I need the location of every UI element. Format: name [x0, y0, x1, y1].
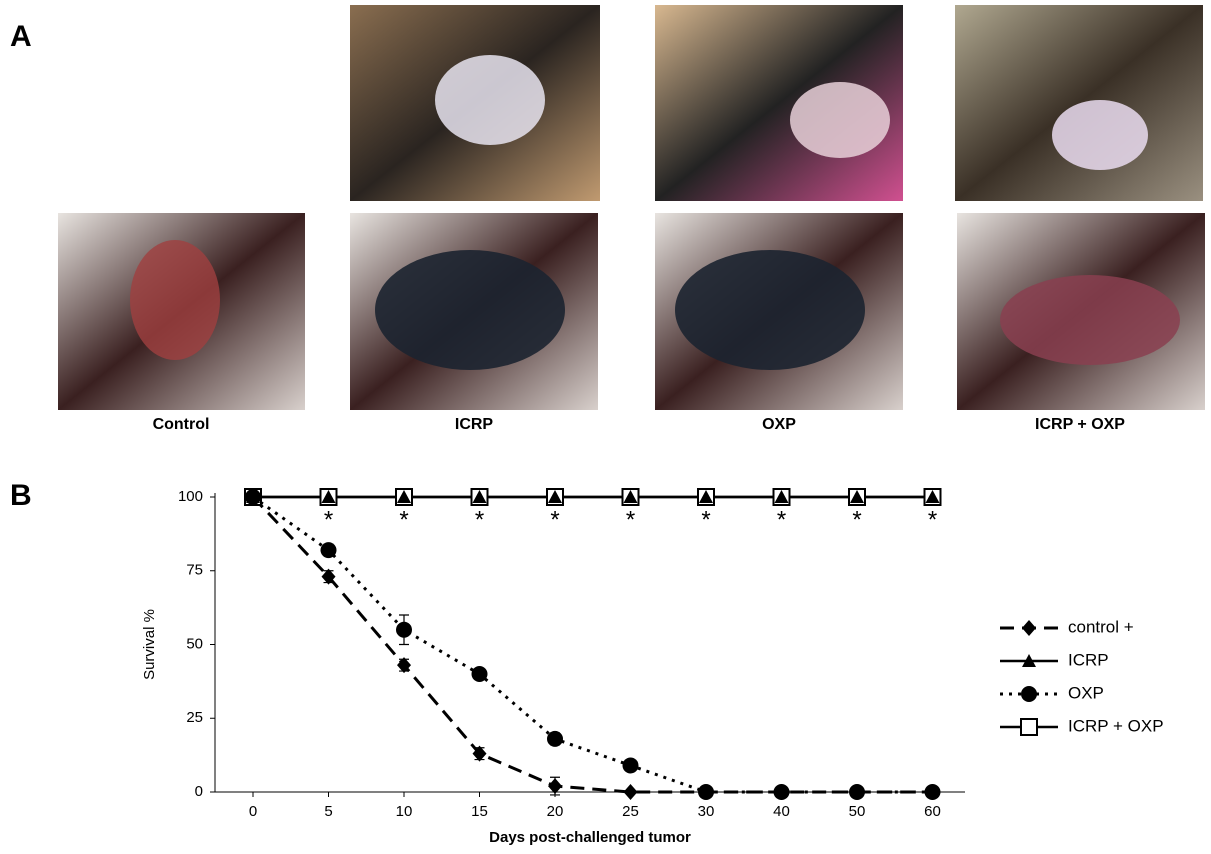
significance-mark: * [626, 506, 635, 533]
y-tick-label: 75 [186, 562, 203, 579]
photo-detail [1052, 100, 1148, 170]
x-tick-label: 30 [698, 803, 715, 820]
x-tick-label: 10 [396, 803, 413, 820]
data-point [624, 784, 638, 800]
photo-caption: ICRP [455, 416, 494, 433]
photo-detail [130, 240, 220, 360]
significance-mark: * [777, 506, 786, 533]
significance-mark: * [399, 506, 408, 533]
y-axis-title: Survival % [141, 609, 158, 680]
series-line [253, 497, 933, 792]
x-tick-label: 40 [773, 803, 790, 820]
photos [58, 5, 1205, 410]
figure: A B Control ICRP OXP ICRP + OXP 0 25 50 75 100 0 5… [0, 0, 1211, 849]
y-tick-label: 25 [186, 709, 203, 726]
photo-detail [675, 250, 865, 370]
photo-detail [375, 250, 565, 370]
significance-mark: * [928, 506, 937, 533]
x-tick-label: 5 [324, 803, 332, 820]
y-tick-label: 100 [178, 488, 203, 505]
photo-caption: Control [153, 416, 210, 433]
photo [955, 5, 1203, 201]
data-point [472, 666, 488, 682]
legend-marker [1021, 686, 1037, 702]
significance-mark: * [852, 506, 861, 533]
legend-marker [1022, 620, 1036, 636]
x-tick-label: 20 [547, 803, 564, 820]
x-tick-label: 50 [849, 803, 866, 820]
significance-mark: * [701, 506, 710, 533]
photo-detail [790, 82, 890, 158]
legend-label: OXP [1068, 683, 1104, 702]
y-tick-label: 50 [186, 635, 203, 652]
x-tick-label: 0 [249, 803, 257, 820]
panel-label: B [10, 479, 32, 512]
data-point [321, 542, 337, 558]
series-line [253, 497, 933, 792]
x-tick-label: 25 [622, 803, 639, 820]
significance-mark: * [475, 506, 484, 533]
data-point [547, 731, 563, 747]
legend-label: ICRP [1068, 650, 1109, 669]
legend-label: control + [1068, 617, 1134, 636]
photo-caption: ICRP + OXP [1035, 416, 1125, 433]
data-point [623, 757, 639, 773]
x-axis-title: Days post-challenged tumor [489, 829, 691, 846]
legend-marker [1021, 719, 1037, 735]
panel-label: A [10, 20, 32, 53]
data-point [396, 622, 412, 638]
x-tick-label: 15 [471, 803, 488, 820]
x-tick-label: 60 [924, 803, 941, 820]
photo-detail [1000, 275, 1180, 365]
significance-mark: * [324, 506, 333, 533]
legend-label: ICRP + OXP [1068, 716, 1164, 735]
y-tick-label: 0 [195, 783, 203, 800]
photo-detail [435, 55, 545, 145]
significance-mark: * [550, 506, 559, 533]
photo-caption: OXP [762, 416, 796, 433]
